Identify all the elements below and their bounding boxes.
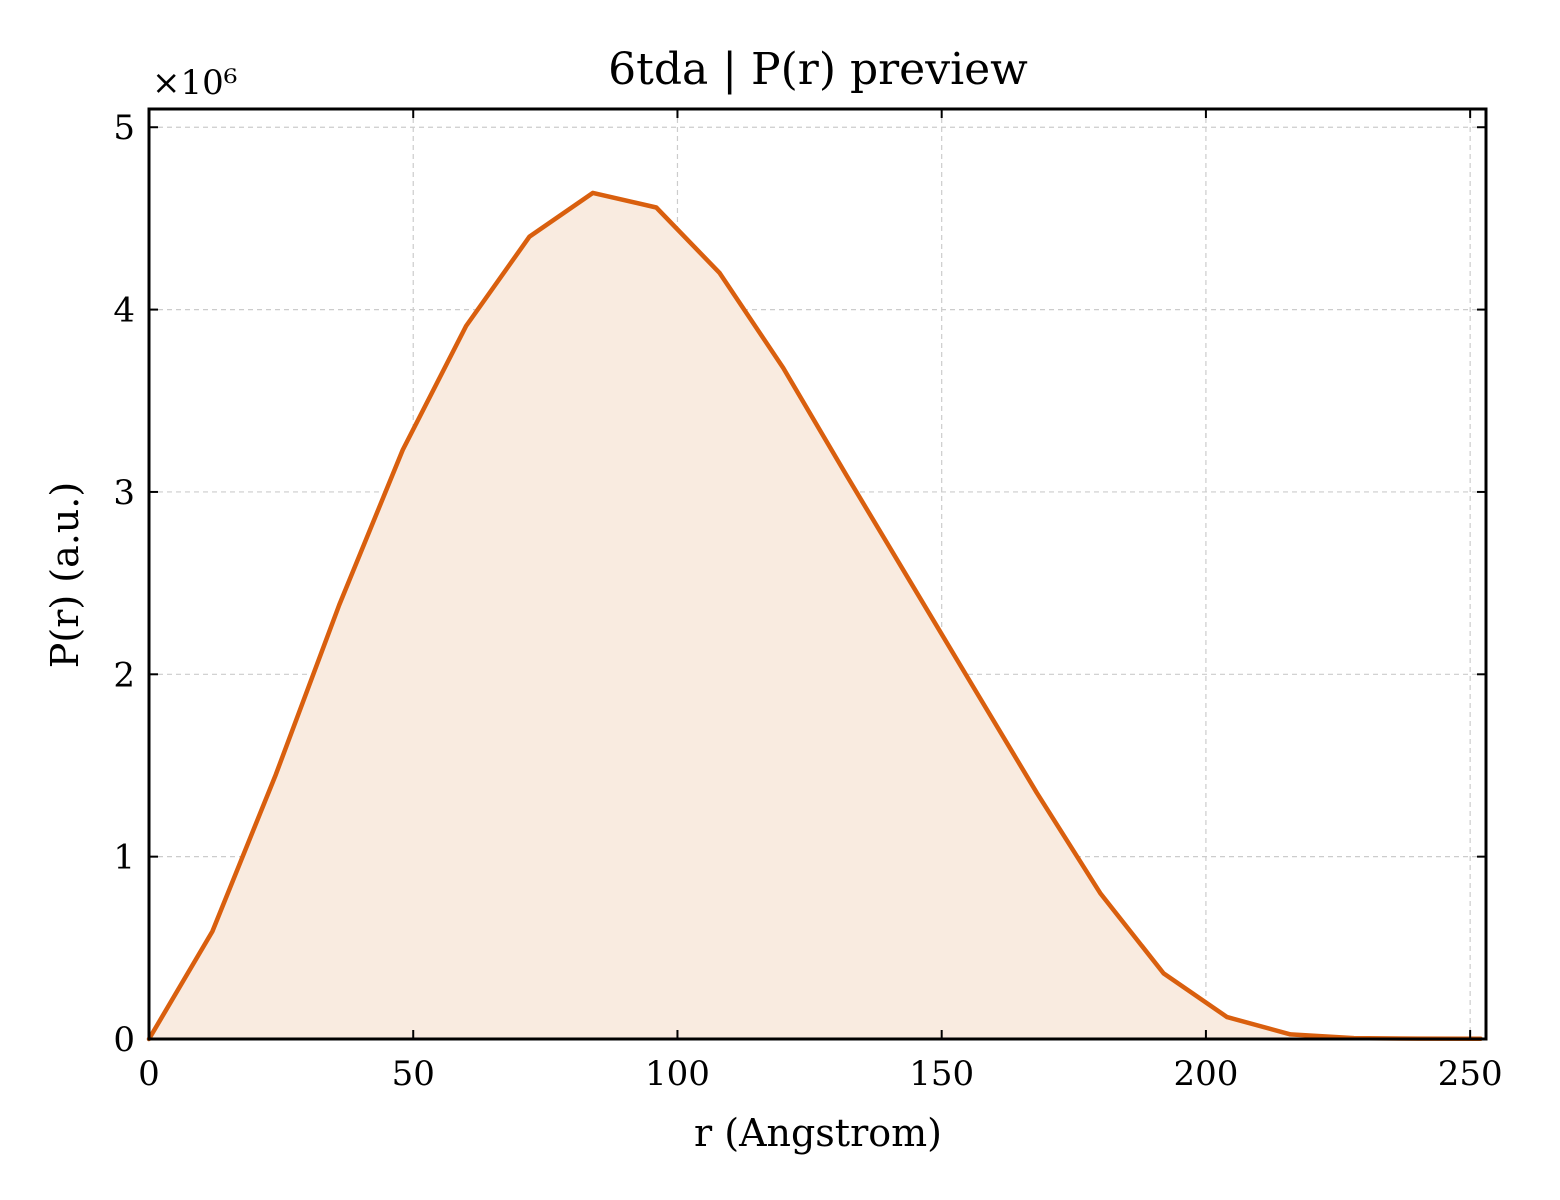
axis-ticks: 0 50 100 150 200 250 0 1 2 3 4 5 bbox=[113, 108, 1502, 1094]
x-axis-label: r (Angstrom) bbox=[694, 1111, 942, 1155]
pr-area-fill bbox=[149, 192, 1481, 1039]
y-tick-label: 0 bbox=[113, 1020, 135, 1060]
y-tick-label: 3 bbox=[113, 473, 135, 513]
y-tick-label: 5 bbox=[113, 108, 135, 148]
y-tick-label: 2 bbox=[113, 655, 135, 695]
chart-title: 6tda | P(r) preview bbox=[608, 44, 1028, 95]
y-axis-multiplier: ×10⁶ bbox=[152, 63, 237, 103]
plot-frame bbox=[147, 107, 1488, 1041]
x-tick-label: 100 bbox=[645, 1054, 710, 1094]
y-tick-label: 4 bbox=[113, 291, 135, 331]
x-tick-label: 150 bbox=[909, 1054, 974, 1094]
x-tick-label: 50 bbox=[392, 1054, 435, 1094]
x-tick-label: 250 bbox=[1438, 1054, 1503, 1094]
y-tick-label: 1 bbox=[113, 838, 135, 878]
x-tick-label: 0 bbox=[138, 1054, 160, 1094]
y-axis-label: P(r) (a.u.) bbox=[43, 482, 87, 668]
x-tick-label: 200 bbox=[1173, 1054, 1238, 1094]
pr-series-line bbox=[146, 190, 1483, 1042]
